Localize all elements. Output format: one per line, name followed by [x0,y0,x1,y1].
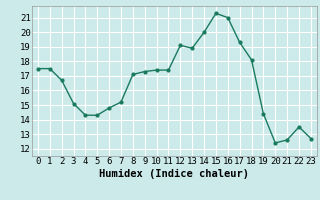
X-axis label: Humidex (Indice chaleur): Humidex (Indice chaleur) [100,169,249,179]
